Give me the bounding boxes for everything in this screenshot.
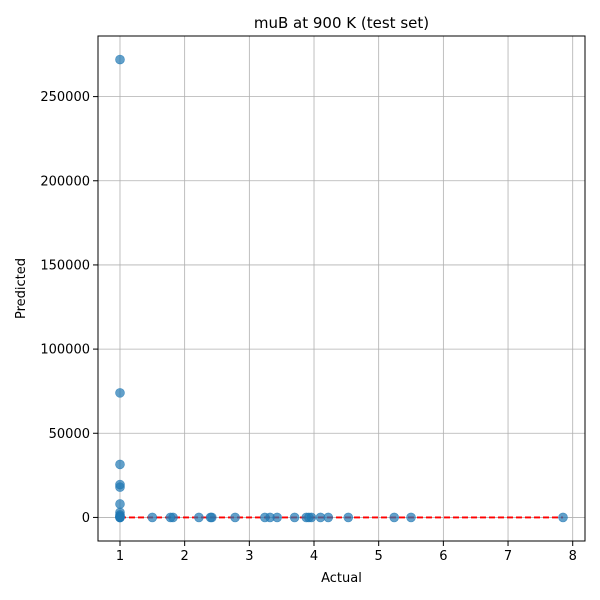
x-tick-label: 8 <box>569 549 577 564</box>
y-tick-label: 150000 <box>40 258 90 273</box>
data-point <box>147 512 158 523</box>
data-point <box>558 512 568 523</box>
y-tick-label: 50000 <box>49 427 90 442</box>
data-point <box>115 512 125 523</box>
data-point <box>389 512 400 523</box>
data-point <box>115 499 125 509</box>
grid <box>98 36 585 541</box>
x-axis-ticks: 1 2 3 4 5 6 7 8 <box>116 541 577 564</box>
x-tick-label: 2 <box>181 549 189 564</box>
x-tick-label: 7 <box>504 549 512 564</box>
data-point <box>343 512 354 523</box>
data-point <box>207 512 217 523</box>
data-point <box>272 512 282 523</box>
data-point <box>306 512 317 523</box>
x-tick-label: 1 <box>116 549 124 564</box>
data-point <box>115 482 125 492</box>
x-axis-label: Actual <box>321 571 362 586</box>
data-point <box>115 459 125 470</box>
data-point <box>323 512 334 523</box>
y-axis-ticks: 0 50000 100000 150000 200000 250000 <box>40 90 98 526</box>
data-point <box>289 512 300 523</box>
data-point <box>115 54 125 65</box>
y-tick-label: 0 <box>82 511 90 526</box>
y-tick-label: 100000 <box>40 343 90 358</box>
plot-frame <box>97 35 586 542</box>
data-point <box>194 512 204 523</box>
y-tick-label: 250000 <box>40 90 90 105</box>
x-tick-label: 4 <box>310 549 318 564</box>
y-axis-label: Predicted <box>14 258 29 319</box>
data-point <box>406 512 416 523</box>
data-point <box>168 512 178 523</box>
x-tick-label: 5 <box>375 549 383 564</box>
data-point <box>230 512 240 523</box>
x-tick-label: 3 <box>245 549 253 564</box>
x-tick-label: 6 <box>439 549 447 564</box>
data-points <box>115 54 568 523</box>
data-point <box>115 388 125 398</box>
y-tick-label: 200000 <box>40 174 90 189</box>
chart-title: muB at 900 K (test set) <box>254 14 429 32</box>
